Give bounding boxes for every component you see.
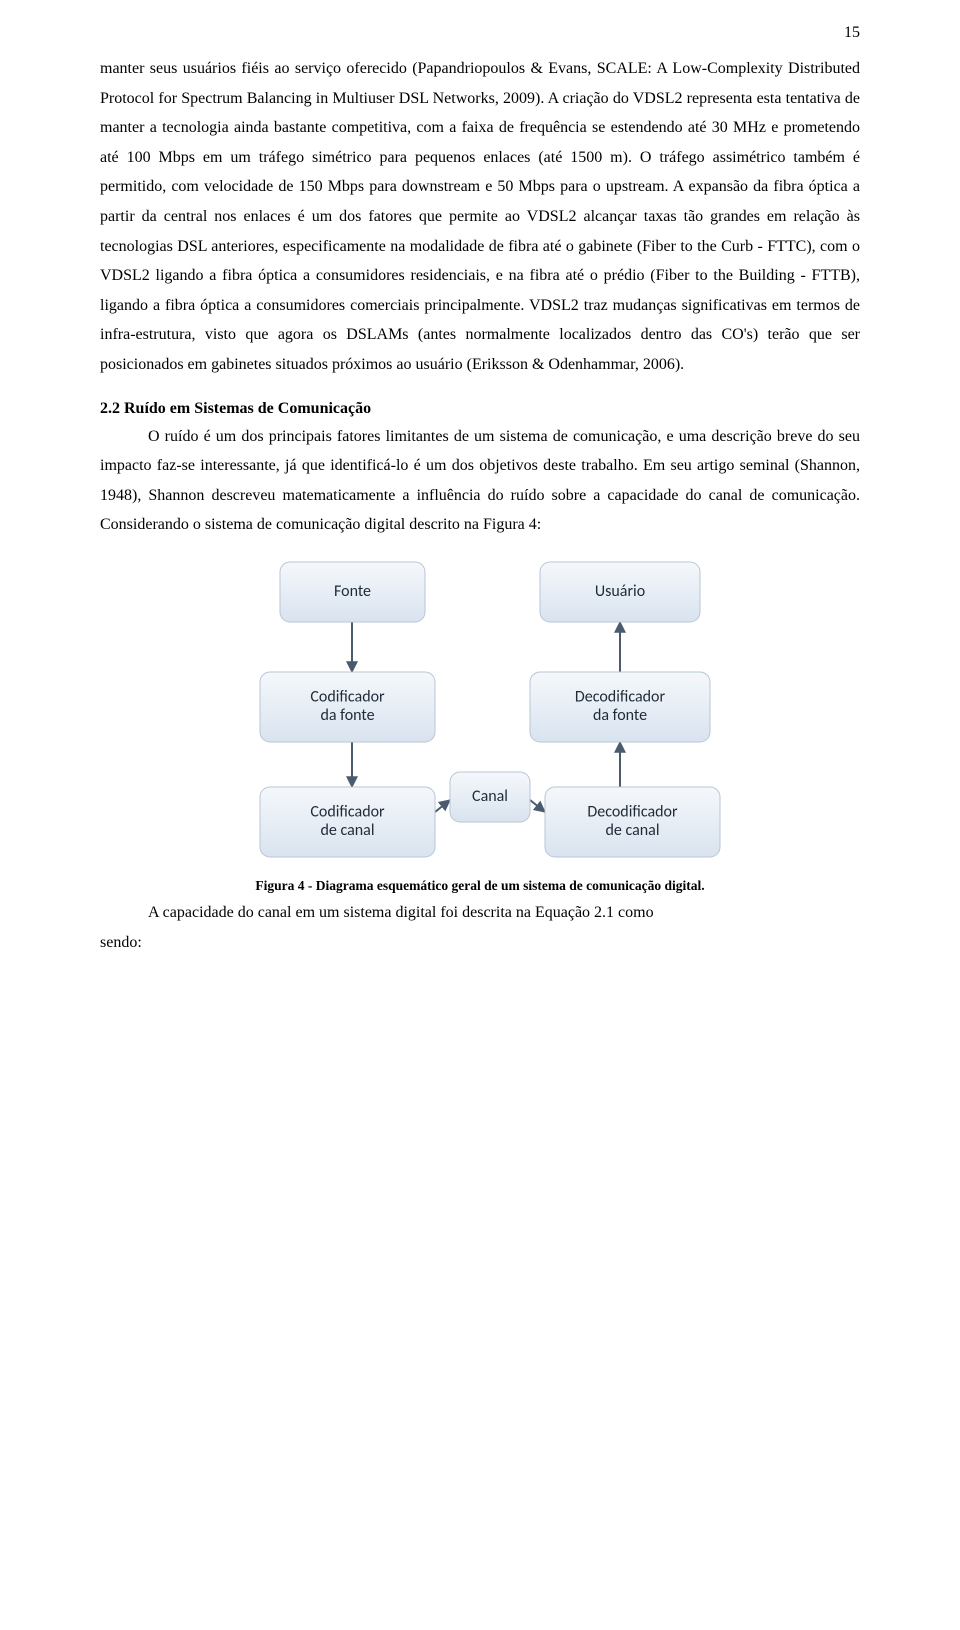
- flowchart-diagram: FonteUsuárioCodificadorda fonteDecodific…: [220, 552, 740, 872]
- flow-edge: [435, 800, 450, 812]
- flow-node-dec_canal: Decodificadorde canal: [545, 787, 720, 857]
- svg-text:Decodificador: Decodificador: [587, 803, 678, 822]
- paragraph: O ruído é um dos principais fatores limi…: [100, 422, 860, 540]
- flow-node-canal: Canal: [450, 772, 530, 822]
- svg-text:Decodificador: Decodificador: [575, 688, 666, 707]
- page-number: 15: [100, 24, 860, 42]
- svg-text:de canal: de canal: [320, 821, 374, 840]
- flow-node-cod_canal: Codificadorde canal: [260, 787, 435, 857]
- flow-node-cod_fonte: Codificadorda fonte: [260, 672, 435, 742]
- svg-text:Usuário: Usuário: [595, 582, 645, 601]
- section-heading: 2.2 Ruído em Sistemas de Comunicação: [100, 400, 860, 418]
- paragraph: sendo:: [100, 928, 860, 958]
- svg-text:da fonte: da fonte: [320, 706, 374, 725]
- flow-edge: [530, 800, 545, 812]
- svg-text:Codificador: Codificador: [310, 803, 385, 822]
- paragraph: manter seus usuários fiéis ao serviço of…: [100, 54, 860, 380]
- svg-text:Codificador: Codificador: [310, 688, 385, 707]
- svg-text:da fonte: da fonte: [593, 706, 647, 725]
- paragraph: A capacidade do canal em um sistema digi…: [100, 898, 860, 928]
- svg-text:Fonte: Fonte: [334, 582, 371, 601]
- svg-text:de canal: de canal: [605, 821, 659, 840]
- svg-text:Canal: Canal: [472, 787, 508, 806]
- flow-node-dec_fonte: Decodificadorda fonte: [530, 672, 710, 742]
- flow-node-fonte: Fonte: [280, 562, 425, 622]
- flow-node-usuario: Usuário: [540, 562, 700, 622]
- figure-caption: Figura 4 - Diagrama esquemático geral de…: [100, 878, 860, 894]
